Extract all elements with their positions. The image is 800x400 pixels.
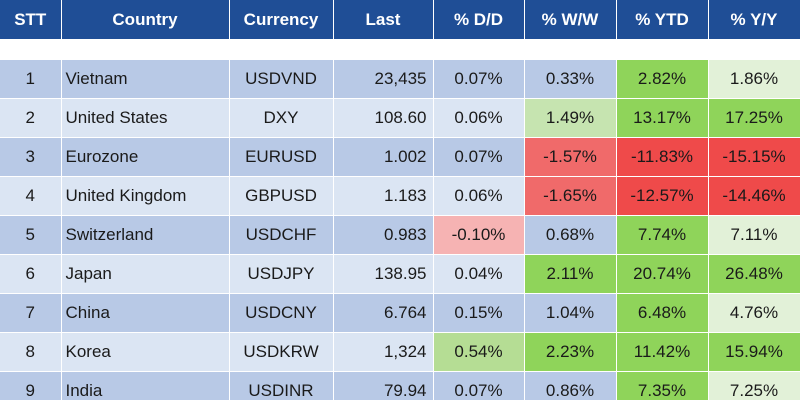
cell-pct-dd: 0.04% <box>433 254 525 294</box>
cell-pct-ww: 1.04% <box>524 293 617 333</box>
table-row: 8 Korea USDKRW 1,324 0.54% 2.23% 11.42% … <box>0 332 800 372</box>
table-row: 5 Switzerland USDCHF 0.983 -0.10% 0.68% … <box>0 215 800 255</box>
cell-last: 1,324 <box>333 332 434 372</box>
cell-country: China <box>61 293 230 333</box>
cell-pct-ytd: 11.42% <box>616 332 709 372</box>
cell-pct-yy: 1.86% <box>708 60 800 99</box>
cell-pct-ww: 1.49% <box>524 98 617 138</box>
header-country: Country <box>61 0 230 40</box>
cell-stt: 8 <box>0 332 62 372</box>
cell-pct-dd: 0.54% <box>433 332 525 372</box>
header-last: Last <box>333 0 434 40</box>
table-row: 7 China USDCNY 6.764 0.15% 1.04% 6.48% 4… <box>0 293 800 333</box>
table-row: 4 United Kingdom GBPUSD 1.183 0.06% -1.6… <box>0 176 800 216</box>
cell-stt: 4 <box>0 176 62 216</box>
cell-pct-yy: 4.76% <box>708 293 800 333</box>
cell-pct-ytd: 7.74% <box>616 215 709 255</box>
cell-stt: 1 <box>0 60 62 99</box>
cell-currency: USDCNY <box>229 293 334 333</box>
cell-currency: USDVND <box>229 60 334 99</box>
cell-stt: 2 <box>0 98 62 138</box>
cell-country: Vietnam <box>61 60 230 99</box>
cell-pct-ytd: 2.82% <box>616 60 709 99</box>
cell-pct-ww: -1.65% <box>524 176 617 216</box>
cell-pct-yy: -14.46% <box>708 176 800 216</box>
cell-pct-dd: 0.07% <box>433 60 525 99</box>
cell-currency: GBPUSD <box>229 176 334 216</box>
cell-country: Switzerland <box>61 215 230 255</box>
cell-last: 108.60 <box>333 98 434 138</box>
cell-pct-dd: -0.10% <box>433 215 525 255</box>
cell-country: Japan <box>61 254 230 294</box>
table-row: 2 United States DXY 108.60 0.06% 1.49% 1… <box>0 98 800 138</box>
cell-pct-ytd: -12.57% <box>616 176 709 216</box>
cell-pct-yy: -15.15% <box>708 137 800 177</box>
cell-last: 1.002 <box>333 137 434 177</box>
table-body: 1 Vietnam USDVND 23,435 0.07% 0.33% 2.82… <box>0 60 800 400</box>
cell-pct-yy: 15.94% <box>708 332 800 372</box>
cell-pct-dd: 0.06% <box>433 176 525 216</box>
cell-stt: 3 <box>0 137 62 177</box>
header-pct-ww: % W/W <box>524 0 617 40</box>
spacer-cell <box>0 39 800 60</box>
cell-currency: EURUSD <box>229 137 334 177</box>
cell-stt: 6 <box>0 254 62 294</box>
header-spacer <box>0 39 800 60</box>
cell-pct-ytd: 13.17% <box>616 98 709 138</box>
cell-currency: USDINR <box>229 371 334 400</box>
cell-pct-dd: 0.06% <box>433 98 525 138</box>
cell-pct-ytd: -11.83% <box>616 137 709 177</box>
cell-pct-yy: 7.11% <box>708 215 800 255</box>
cell-pct-ww: 2.23% <box>524 332 617 372</box>
cell-pct-ww: -1.57% <box>524 137 617 177</box>
cell-pct-yy: 26.48% <box>708 254 800 294</box>
table-row: 3 Eurozone EURUSD 1.002 0.07% -1.57% -11… <box>0 137 800 177</box>
cell-currency: USDCHF <box>229 215 334 255</box>
table-row: 1 Vietnam USDVND 23,435 0.07% 0.33% 2.82… <box>0 60 800 99</box>
cell-last: 0.983 <box>333 215 434 255</box>
header-stt: STT <box>0 0 62 40</box>
cell-currency: DXY <box>229 98 334 138</box>
cell-stt: 7 <box>0 293 62 333</box>
cell-country: Korea <box>61 332 230 372</box>
cell-pct-ww: 0.86% <box>524 371 617 400</box>
cell-pct-ytd: 6.48% <box>616 293 709 333</box>
cell-last: 138.95 <box>333 254 434 294</box>
cell-pct-yy: 7.25% <box>708 371 800 400</box>
cell-pct-dd: 0.15% <box>433 293 525 333</box>
header-pct-dd: % D/D <box>433 0 525 40</box>
header-pct-ytd: % YTD <box>616 0 709 40</box>
cell-country: India <box>61 371 230 400</box>
cell-currency: USDJPY <box>229 254 334 294</box>
cell-country: United Kingdom <box>61 176 230 216</box>
cell-stt: 5 <box>0 215 62 255</box>
table-row: 6 Japan USDJPY 138.95 0.04% 2.11% 20.74%… <box>0 254 800 294</box>
cell-pct-ww: 0.68% <box>524 215 617 255</box>
header-currency: Currency <box>229 0 334 40</box>
cell-pct-ytd: 7.35% <box>616 371 709 400</box>
cell-last: 1.183 <box>333 176 434 216</box>
cell-country: United States <box>61 98 230 138</box>
cell-pct-yy: 17.25% <box>708 98 800 138</box>
header-row: STT Country Currency Last % D/D % W/W % … <box>0 0 800 40</box>
cell-pct-dd: 0.07% <box>433 137 525 177</box>
cell-stt: 9 <box>0 371 62 400</box>
cell-last: 23,435 <box>333 60 434 99</box>
cell-last: 6.764 <box>333 293 434 333</box>
cell-last: 79.94 <box>333 371 434 400</box>
cell-pct-ww: 2.11% <box>524 254 617 294</box>
cell-currency: USDKRW <box>229 332 334 372</box>
header-pct-yy: % Y/Y <box>708 0 800 40</box>
cell-country: Eurozone <box>61 137 230 177</box>
table-row: 9 India USDINR 79.94 0.07% 0.86% 7.35% 7… <box>0 371 800 400</box>
cell-pct-ww: 0.33% <box>524 60 617 99</box>
cell-pct-dd: 0.07% <box>433 371 525 400</box>
cell-pct-ytd: 20.74% <box>616 254 709 294</box>
